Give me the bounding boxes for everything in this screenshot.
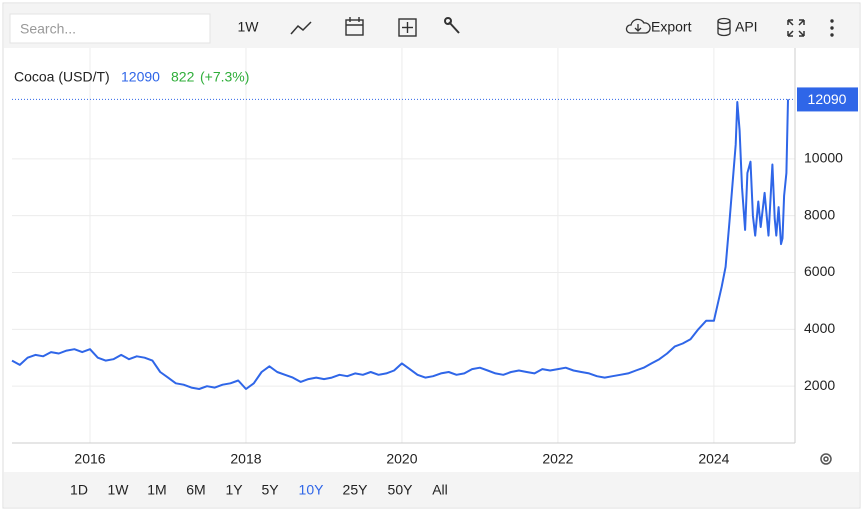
legend: Cocoa (USD/T) 12090 822 (+7.3%) [14, 69, 249, 85]
x-tick-label: 2018 [230, 451, 261, 467]
api-icon[interactable] [717, 17, 731, 37]
range-button[interactable]: 5Y [261, 482, 279, 498]
range-button[interactable]: 1M [147, 482, 166, 498]
last-value-label: 12090 [808, 91, 847, 107]
y-tick-label: 2000 [804, 377, 835, 393]
range-button[interactable]: All [432, 482, 448, 498]
x-tick-label: 2024 [698, 451, 729, 467]
settings-tool-icon[interactable] [444, 17, 460, 34]
gear-icon[interactable] [820, 453, 832, 465]
search-box[interactable] [9, 13, 211, 44]
y-tick-label: 4000 [804, 320, 835, 336]
x-tick-label: 2020 [386, 451, 417, 467]
search-placeholder: Search... [20, 21, 76, 37]
x-tick-label: 2016 [74, 451, 105, 467]
calendar-icon[interactable] [345, 17, 364, 36]
x-tick-label: 2022 [542, 451, 573, 467]
menu-icon[interactable] [830, 19, 834, 37]
legend-price: 12090 [121, 69, 160, 85]
interval-button[interactable]: 1W [238, 19, 260, 35]
fullscreen-icon[interactable] [787, 19, 805, 37]
y-tick-label: 10000 [804, 150, 843, 166]
legend-name: Cocoa (USD/T) [14, 69, 110, 85]
y-tick-label: 8000 [804, 206, 835, 222]
line-icon[interactable] [290, 21, 312, 35]
range-button[interactable]: 1D [70, 482, 88, 498]
last-value-box [797, 87, 858, 112]
range-bar [4, 472, 859, 507]
range-button[interactable]: 1Y [225, 482, 243, 498]
legend-change: 822 [171, 69, 195, 85]
range-button[interactable]: 50Y [388, 482, 414, 498]
range-button[interactable]: 6M [186, 482, 205, 498]
y-tick-label: 6000 [804, 263, 835, 279]
price-line [11, 99, 789, 390]
export-icon[interactable] [625, 18, 651, 34]
api-button[interactable]: API [735, 19, 758, 35]
range-button[interactable]: 25Y [343, 482, 369, 498]
range-button[interactable]: 10Y [299, 482, 325, 498]
add-icon[interactable] [398, 18, 417, 37]
range-button[interactable]: 1W [108, 482, 130, 498]
export-button[interactable]: Export [651, 19, 692, 35]
legend-change-pct: (+7.3%) [200, 69, 249, 85]
